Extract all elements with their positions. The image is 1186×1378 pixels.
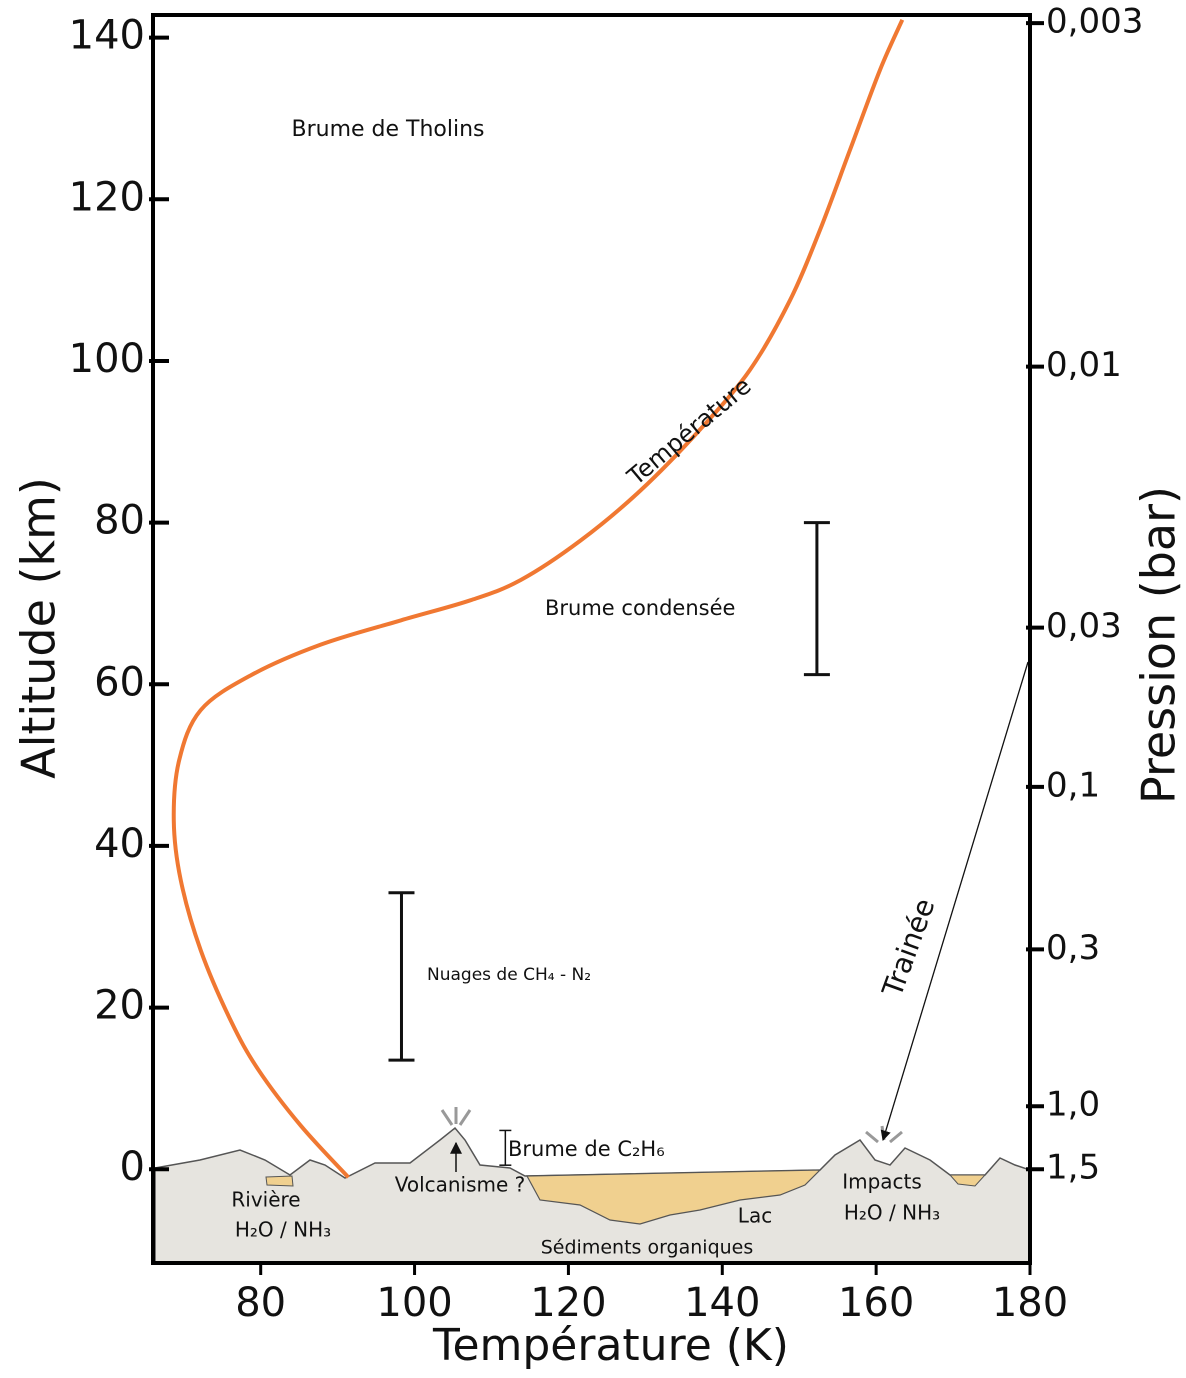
y2-tick-label: 0,01 (1046, 345, 1122, 385)
river (265, 1175, 294, 1187)
y2-tick-label: 0,1 (1046, 765, 1100, 805)
annotation: Brume de Tholins (291, 117, 484, 142)
x-axis-title: Température (K) (432, 1320, 789, 1371)
y2-axis-title: Pression (bar) (1132, 486, 1186, 804)
x-tick-label: 160 (838, 1280, 914, 1326)
temperature-line (171, 19, 905, 1179)
y-tick-label: 140 (69, 13, 145, 59)
y-tick-label: 100 (69, 336, 145, 382)
y2-tick-label: 0,003 (1046, 2, 1143, 42)
annotation: Volcanisme ? (395, 1173, 526, 1197)
annotation: Sédiments organiques (541, 1237, 754, 1259)
trail-arrow (880, 661, 1029, 1141)
annotation: H₂O / NH₃ (235, 1218, 331, 1242)
pond (948, 1174, 987, 1187)
y-tick-label: 40 (94, 821, 145, 867)
annotation: Rivière (231, 1188, 300, 1212)
x-tick-label: 80 (235, 1280, 286, 1326)
range-label: Brume condensée (545, 596, 735, 620)
annotation: Trainée (875, 894, 941, 1002)
y-tick-label: 80 (94, 498, 145, 544)
series-label: Température (621, 372, 756, 492)
y2-tick-label: 0,03 (1046, 606, 1122, 646)
plot-frame (151, 13, 1032, 1265)
y-tick-label: 120 (69, 174, 145, 220)
y-tick-label: 20 (94, 983, 145, 1029)
x-tick-label: 100 (376, 1280, 452, 1326)
x-tick-label: 180 (992, 1280, 1068, 1326)
annotation: Impacts (842, 1170, 922, 1194)
y2-tick-label: 1,0 (1046, 1085, 1100, 1125)
y2-tick-label: 1,5 (1046, 1148, 1100, 1188)
range-label: Brume de C₂H₆ (508, 1137, 665, 1161)
y-tick-label: 0 (120, 1144, 145, 1190)
y-tick-label: 60 (94, 659, 145, 705)
y-axis-title: Altitude (km) (12, 477, 66, 779)
y2-tick-label: 0,3 (1046, 928, 1100, 968)
annotation: Lac (738, 1204, 772, 1228)
lake (526, 1169, 822, 1225)
range-label: Nuages de CH₄ - N₂ (427, 965, 591, 985)
x-tick-label: 140 (684, 1280, 760, 1326)
terrain (154, 661, 1031, 1264)
x-tick-label: 120 (530, 1280, 606, 1326)
annotation: H₂O / NH₃ (844, 1201, 940, 1225)
